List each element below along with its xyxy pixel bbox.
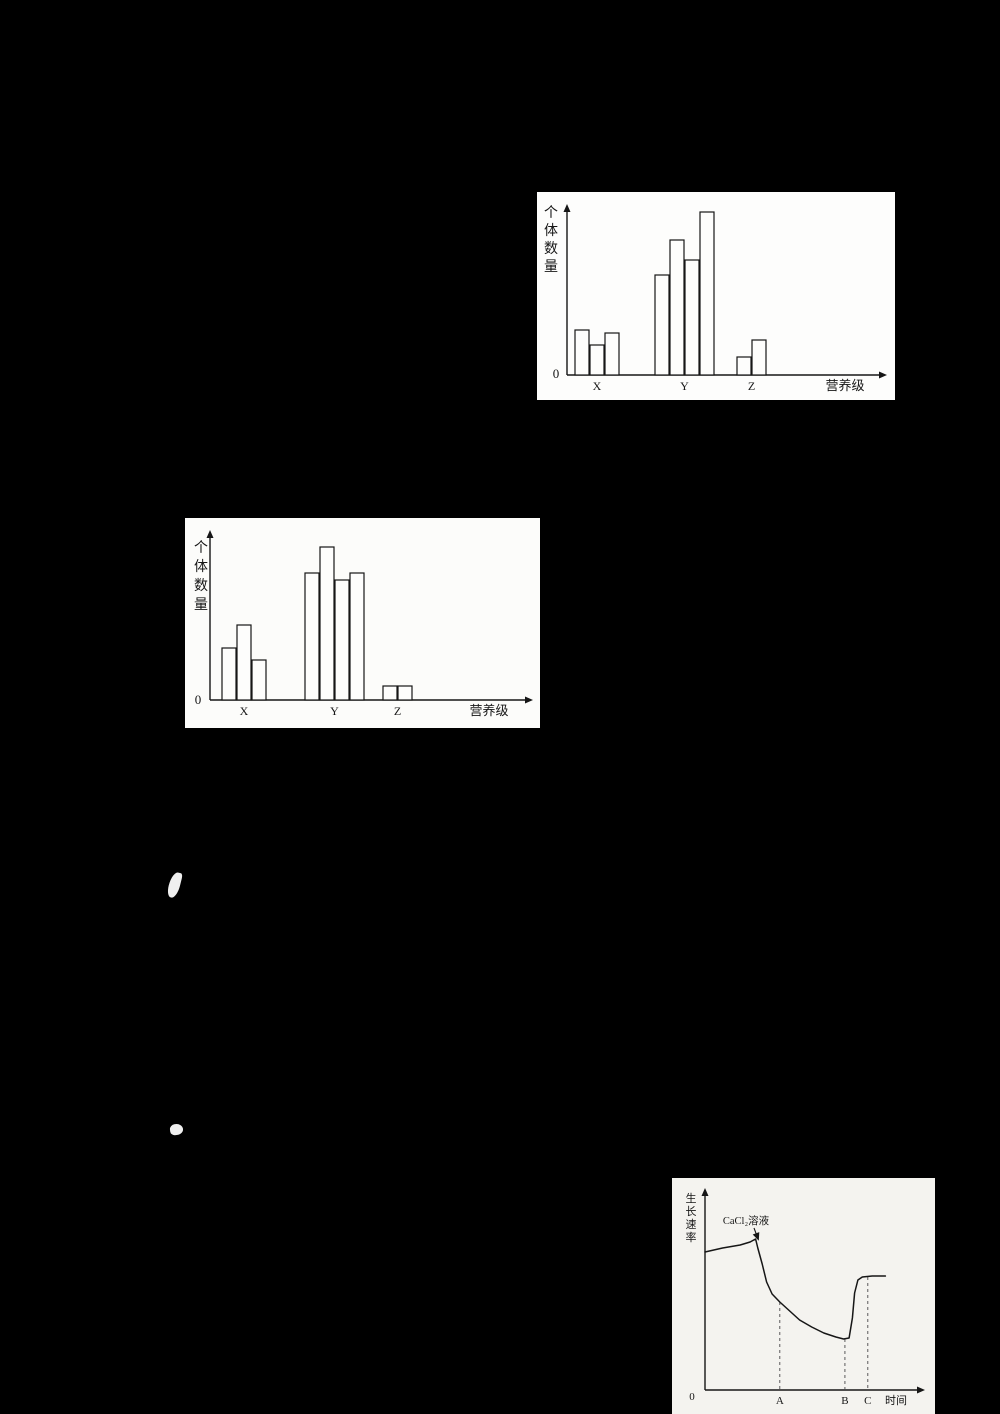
x-axis-arrow-icon bbox=[525, 696, 533, 704]
y-axis-arrow-icon bbox=[701, 1188, 709, 1196]
bar-z-1 bbox=[736, 356, 752, 376]
y-axis-label: 率 bbox=[686, 1230, 697, 1244]
bar-y-4 bbox=[349, 572, 365, 701]
scan-artifact-mark bbox=[169, 1123, 184, 1136]
x-axis-arrow-icon bbox=[879, 371, 887, 379]
y-axis-label: 长 bbox=[686, 1205, 697, 1218]
bar-z-2 bbox=[751, 339, 767, 376]
y-axis-label: 数 bbox=[194, 578, 208, 594]
cacl2-annotation-label: CaCl₂溶液 bbox=[723, 1214, 770, 1227]
category-label-z: Z bbox=[394, 704, 401, 718]
origin-label: 0 bbox=[689, 1391, 695, 1403]
bar-y-2 bbox=[319, 546, 335, 701]
y-axis-label: 速 bbox=[686, 1218, 697, 1231]
bar-z-2 bbox=[397, 685, 413, 701]
bar-y-3 bbox=[684, 259, 700, 376]
y-axis-label: 量 bbox=[544, 259, 558, 275]
bar-x-3 bbox=[251, 659, 267, 701]
bar-y-3 bbox=[334, 579, 350, 701]
origin-label: 0 bbox=[195, 692, 202, 707]
y-axis-label: 个 bbox=[194, 540, 208, 556]
x-axis-label: 营养级 bbox=[469, 703, 508, 718]
growth-rate-curve bbox=[704, 1238, 887, 1340]
annotation-arrow-head-icon bbox=[752, 1232, 760, 1241]
x-tick-label-b: B bbox=[841, 1395, 848, 1407]
bar-x-3 bbox=[604, 332, 620, 376]
y-axis-label: 数 bbox=[544, 241, 558, 257]
bar-z-1 bbox=[382, 685, 398, 701]
category-label-z: Z bbox=[748, 379, 755, 393]
x-tick-label-c: C bbox=[864, 1395, 871, 1407]
bar-x-1 bbox=[221, 647, 237, 701]
x-tick-label-a: A bbox=[776, 1395, 784, 1407]
y-axis-label: 量 bbox=[194, 597, 208, 613]
y-axis-arrow-icon bbox=[563, 204, 571, 212]
y-axis-label: 体 bbox=[194, 559, 208, 575]
bar-x-1 bbox=[574, 329, 590, 376]
bar-y-2 bbox=[669, 239, 685, 376]
y-axis-arrow-icon bbox=[206, 530, 214, 538]
chart-panel-top: 个体数量 0 X Y Z 营养级 bbox=[537, 192, 895, 400]
bar-y-1 bbox=[304, 572, 320, 701]
y-axis-label: 个 bbox=[544, 205, 558, 221]
chart-panel-middle: 个体数量 0 X Y Z 营养级 bbox=[185, 518, 540, 728]
x-axis-label: 时间 bbox=[885, 1394, 907, 1407]
y-axis-label: 生 bbox=[686, 1191, 697, 1205]
bar-y-4 bbox=[699, 211, 715, 376]
y-axis-label: 体 bbox=[544, 223, 558, 239]
category-label-y: Y bbox=[330, 704, 339, 718]
category-label-x: X bbox=[240, 704, 249, 718]
bar-y-1 bbox=[654, 274, 670, 376]
origin-label: 0 bbox=[553, 366, 560, 381]
scan-artifact-mark bbox=[166, 871, 183, 899]
category-label-y: Y bbox=[680, 379, 689, 393]
chart-panel-bottom: 生长速率 0 A B C 时间 CaCl₂溶液 bbox=[672, 1178, 935, 1414]
bar-x-2 bbox=[236, 624, 252, 701]
x-axis-arrow-icon bbox=[917, 1386, 925, 1394]
x-axis-label: 营养级 bbox=[825, 378, 864, 393]
bar-x-2 bbox=[589, 344, 605, 376]
category-label-x: X bbox=[593, 379, 602, 393]
